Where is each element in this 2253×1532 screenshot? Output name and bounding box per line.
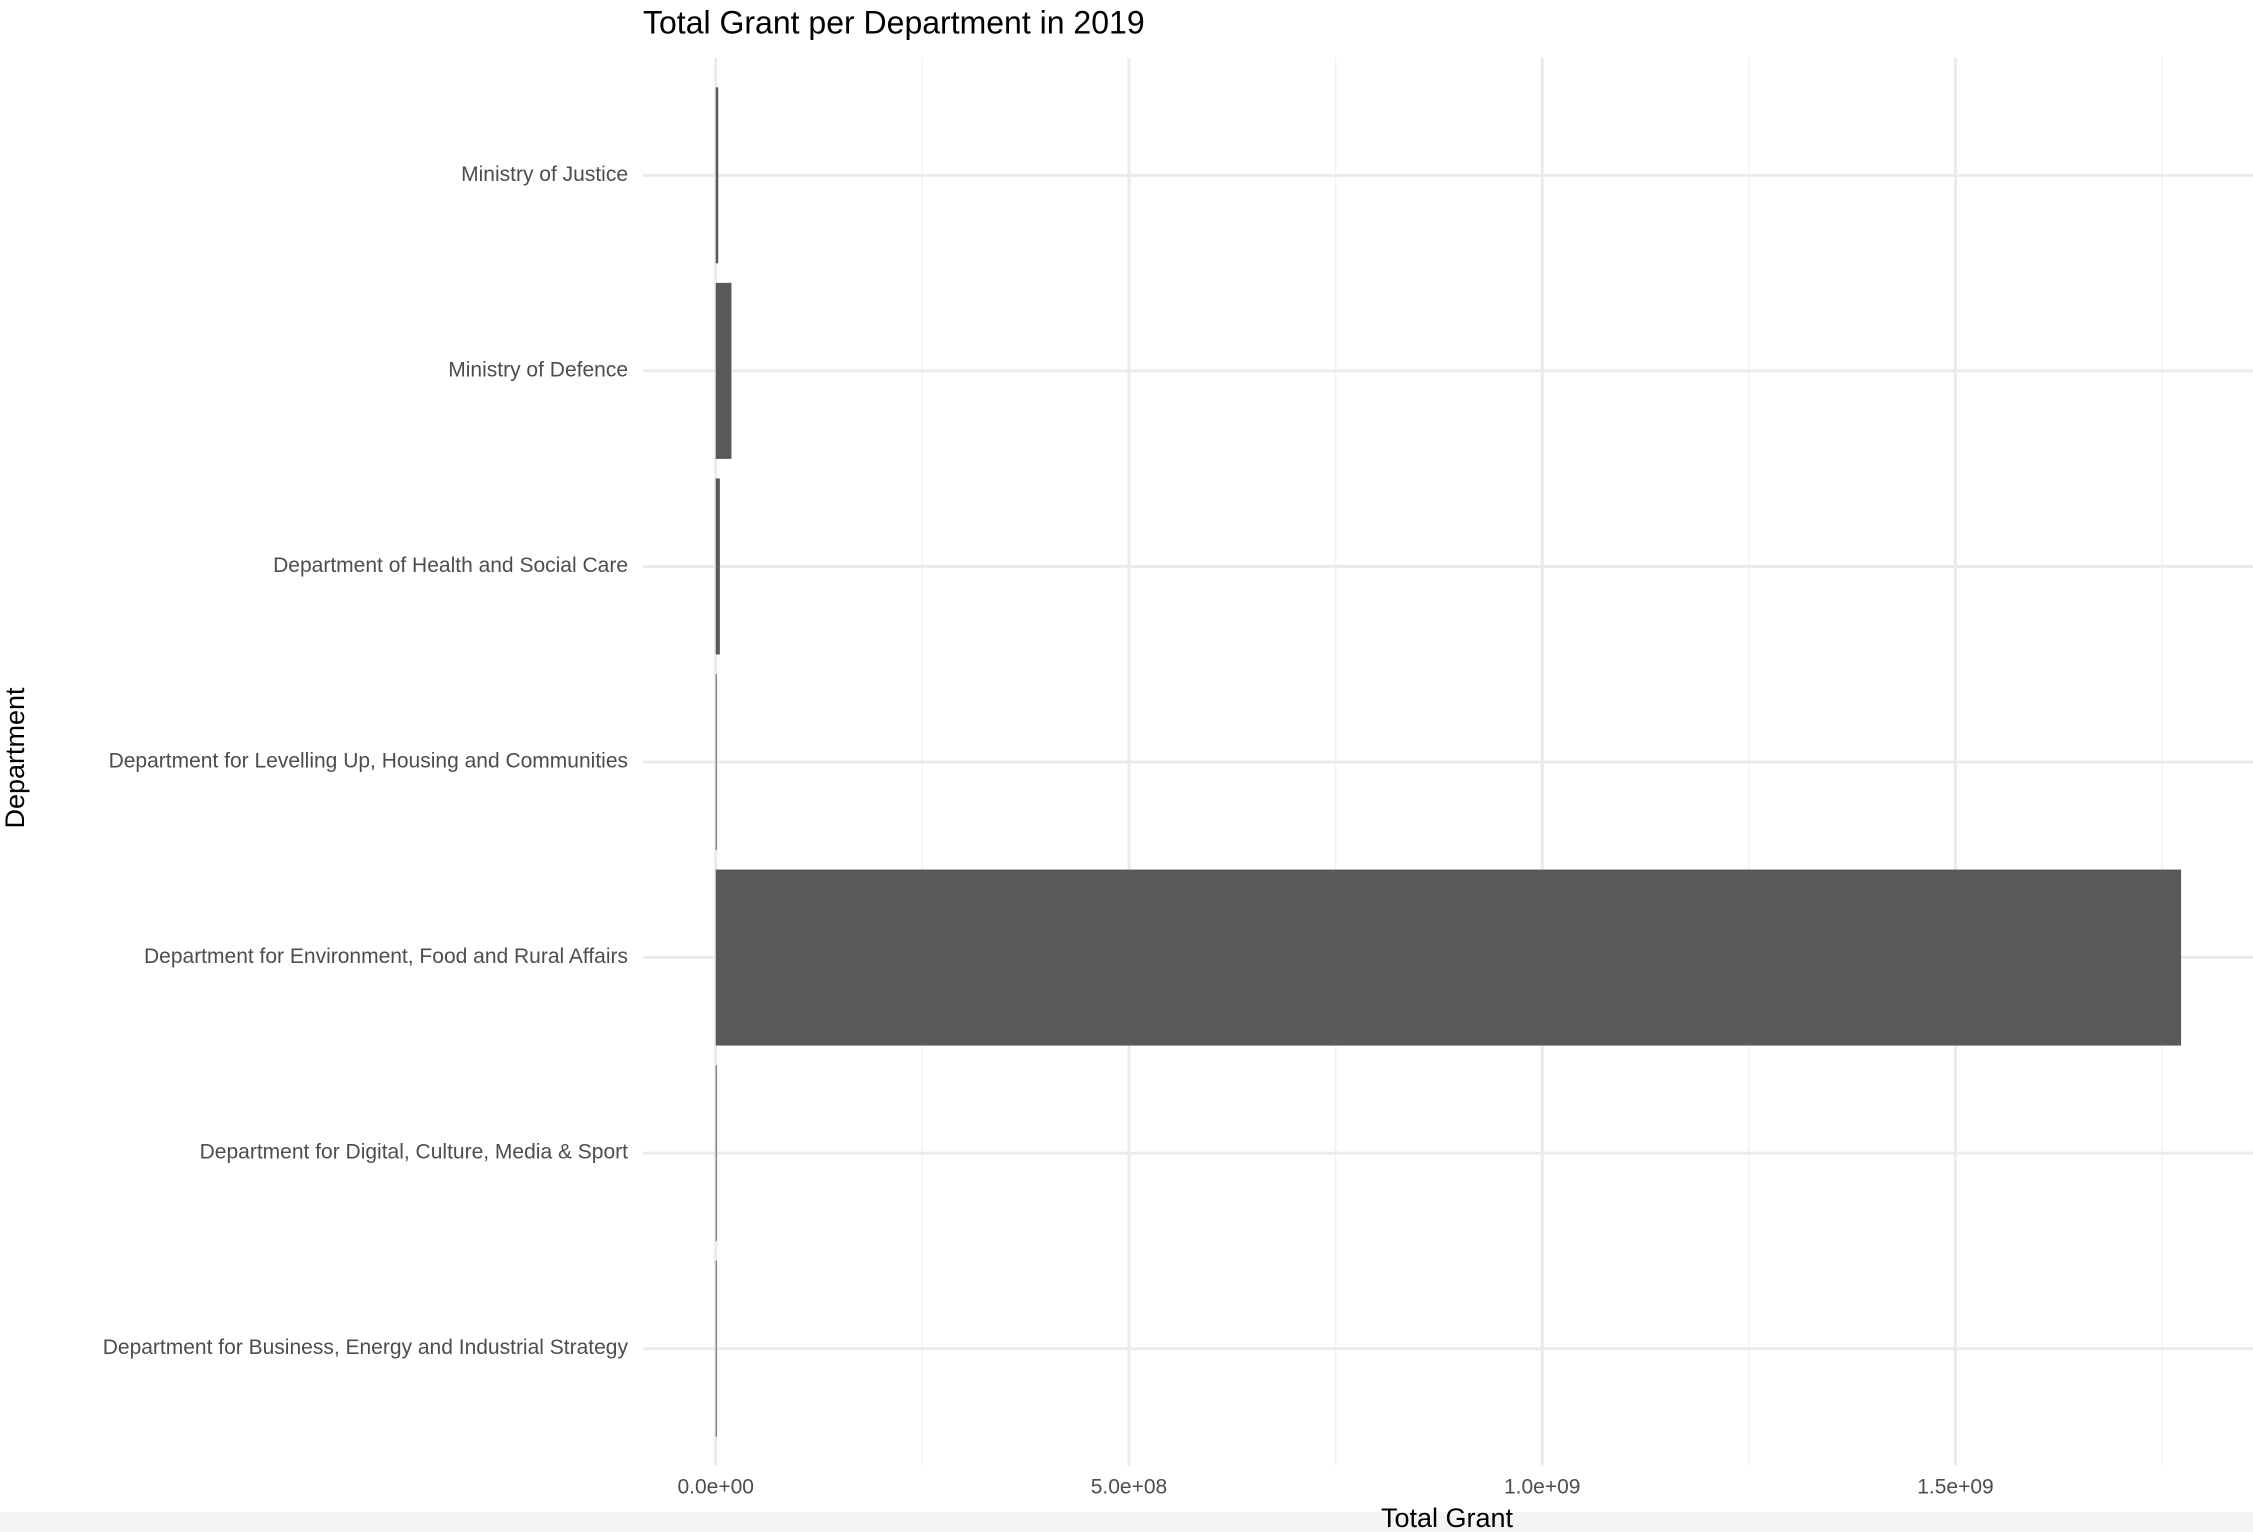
bar [715,87,719,264]
x-tick-label: 5.0e+08 [1091,1476,1168,1499]
y-tick-label: Department for Levelling Up, Housing and… [109,750,628,773]
x-tick-label: 1.0e+09 [1504,1476,1581,1499]
y-tick-label: Ministry of Defence [448,358,628,381]
bar [715,869,2182,1046]
y-tick-label: Department for Environment, Food and Rur… [144,945,628,968]
bar [715,478,720,655]
y-tick-label: Department for Digital, Culture, Media &… [200,1141,629,1164]
y-tick-label: Department of Health and Social Care [273,554,628,577]
x-axis-title: Total Grant [1381,1503,1514,1532]
x-tick-label: 1.5e+09 [1917,1476,1994,1499]
bar [715,282,732,459]
y-axis-title: Department [0,687,30,829]
x-tick-label: 0.0e+00 [677,1476,754,1499]
bottom-strip [0,1512,2253,1532]
bar [715,1065,717,1242]
bar [715,674,717,850]
y-tick-label: Ministry of Justice [461,163,628,186]
y-tick-label: Department for Business, Energy and Indu… [103,1336,629,1359]
chart-title: Total Grant per Department in 2019 [643,4,1145,40]
bar [715,1260,717,1437]
